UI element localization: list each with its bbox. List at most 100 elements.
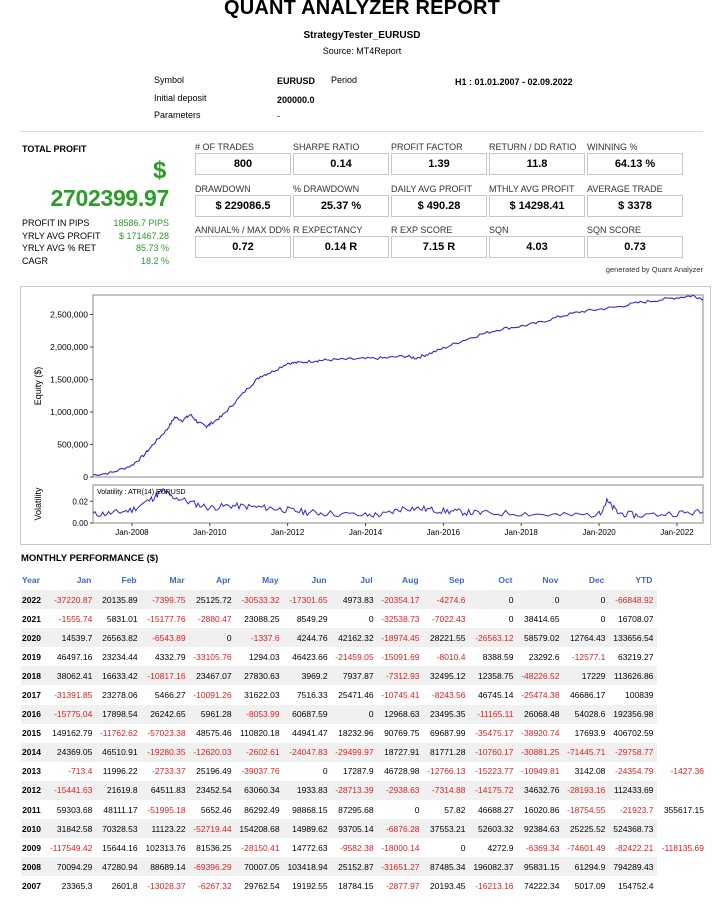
year-cell: 2007 (22, 880, 41, 891)
column-header: Apr (215, 575, 231, 585)
value-cell: 28221.55 (430, 632, 466, 643)
year-cell: 2017 (22, 690, 41, 701)
period-label: Period (331, 75, 358, 85)
value-cell: -31651.27 (381, 861, 420, 872)
volatility-axis-label: Volatility (33, 487, 43, 521)
equity-plot-area (92, 294, 704, 478)
value-cell: 58579.02 (524, 632, 560, 643)
value-cell: 1294.03 (248, 651, 280, 662)
x-tick-label: Jan-2016 (427, 528, 461, 537)
value-cell: 57.82 (444, 804, 466, 815)
value-cell: 192356.98 (613, 709, 654, 720)
value-cell: 46510.91 (102, 747, 138, 758)
metric-value: $ 3378 (587, 195, 683, 217)
table-row: 2012 -15441.63 21619.8 64511.83 23452.54 6306… (21, 780, 708, 801)
profit-stat-value: 85.73 % (135, 243, 169, 253)
value-cell: 23452.54 (196, 785, 232, 796)
value-cell: -2602.61 (246, 747, 280, 758)
metric-value: 4.03 (489, 236, 585, 258)
table-row: 2016 -15775.04 17898.54 26242.65 5961.28 -805… (21, 704, 708, 724)
y-tick-label: 2,500,000 (50, 310, 88, 320)
params-value: - (277, 111, 280, 121)
profit-stat-row: YRLY AVG PROFIT $ 171467.28 (22, 231, 169, 241)
value-cell: 0 (460, 842, 466, 853)
profit-stat-value: $ 171467.28 (118, 231, 169, 241)
metric-label: % DRAWDOWN (293, 184, 360, 194)
value-cell: -28150.41 (241, 842, 280, 853)
value-cell: 46728.98 (384, 766, 420, 777)
value-cell: 48575.46 (196, 728, 232, 739)
value-cell: 63060.34 (244, 785, 280, 796)
value-cell: 355617.15 (663, 804, 704, 815)
metric-label: R EXPECTANCY (293, 225, 363, 235)
metric-value: $ 229086.5 (195, 195, 291, 217)
value-cell: -15441.63 (54, 785, 93, 796)
value-cell: 5466.27 (154, 690, 186, 701)
profit-stat-label: CAGR (22, 256, 49, 266)
value-cell: -15775.04 (54, 709, 93, 720)
value-cell: 16708.07 (617, 613, 654, 624)
profit-stat-value: 18586.7 PIPS (113, 218, 169, 228)
value-cell: 19192.55 (292, 880, 328, 891)
value-cell: 4272.9 (487, 842, 514, 853)
value-cell: 17229 (581, 670, 606, 681)
year-cell: 2021 (22, 613, 41, 624)
column-header: Mar (169, 575, 185, 585)
symbol-value: EURUSD (277, 76, 316, 86)
value-cell: 1933.83 (296, 785, 328, 796)
metric-value: 0.72 (195, 236, 291, 258)
value-cell: 0 (600, 613, 606, 624)
y-tick-label: 500,000 (57, 440, 88, 450)
column-header: May (262, 575, 279, 585)
value-cell: 23278.06 (102, 690, 138, 701)
dollar-icon: $ (153, 157, 167, 184)
value-cell: 0 (368, 709, 374, 720)
value-cell: -21923.7 (619, 804, 654, 815)
metric-value: 0.14 (293, 153, 389, 175)
value-cell: 149162.79 (52, 728, 93, 739)
value-cell: 81536.25 (196, 842, 232, 853)
total-profit-label: TOTAL PROFIT (22, 144, 87, 154)
value-cell: 17693.9 (574, 728, 606, 739)
value-cell: -29758.77 (615, 747, 654, 758)
value-cell: 31842.58 (56, 823, 93, 834)
value-cell: 14772.63 (292, 842, 328, 853)
value-cell: -12577.1 (571, 651, 606, 662)
value-cell: -10091.26 (193, 690, 232, 701)
value-cell: 23088.25 (244, 613, 280, 624)
value-cell: 7937.87 (342, 670, 374, 681)
metric-label: PROFIT FACTOR (391, 142, 463, 152)
value-cell: 70007.05 (244, 861, 280, 872)
metric-label: R EXP SCORE (391, 225, 453, 235)
column-header: Aug (402, 575, 419, 585)
value-cell: 31622.03 (244, 690, 280, 701)
year-cell: 2008 (22, 861, 41, 872)
value-cell: 23292.6 (528, 651, 560, 662)
table-row: 2022 -37220.87 20135.89 -7399.75 25125.72 -30… (21, 590, 708, 610)
value-cell: -11762.62 (99, 728, 138, 739)
column-header: Jul (360, 575, 373, 585)
value-cell: 98868.15 (292, 804, 328, 815)
profit-stat-row: PROFIT IN PIPS 18586.7 PIPS (22, 218, 169, 228)
value-cell: 59303.68 (56, 804, 93, 815)
value-cell: -7312.93 (385, 670, 420, 681)
value-cell: 93705.14 (338, 823, 374, 834)
x-tick-label: Jan-2022 (660, 528, 694, 537)
value-cell: -17301.65 (289, 594, 328, 605)
value-cell: -28713.39 (335, 785, 374, 796)
profit-stat-label: YRLY AVG PROFIT (22, 231, 101, 241)
column-header: Nov (542, 575, 559, 585)
report-subtitle: StrategyTester_EURUSD (303, 30, 421, 41)
value-cell: 15644.16 (102, 842, 138, 853)
value-cell: 8388.59 (482, 651, 514, 662)
profit-stat-value: 18.2 % (140, 256, 169, 266)
value-cell: 196082.37 (473, 861, 514, 872)
table-row: 2019 46497.16 23234.44 4332.79 -33105.76 1294… (21, 647, 708, 666)
metric-value: 7.15 R (391, 236, 487, 258)
value-cell: 4973.83 (342, 594, 374, 605)
value-cell: -15177.76 (147, 613, 186, 624)
value-cell: 113626.86 (613, 670, 654, 681)
profit-stat-label: PROFIT IN PIPS (22, 218, 90, 228)
value-cell: -15223.77 (475, 766, 514, 777)
value-cell: 21619.8 (106, 785, 138, 796)
